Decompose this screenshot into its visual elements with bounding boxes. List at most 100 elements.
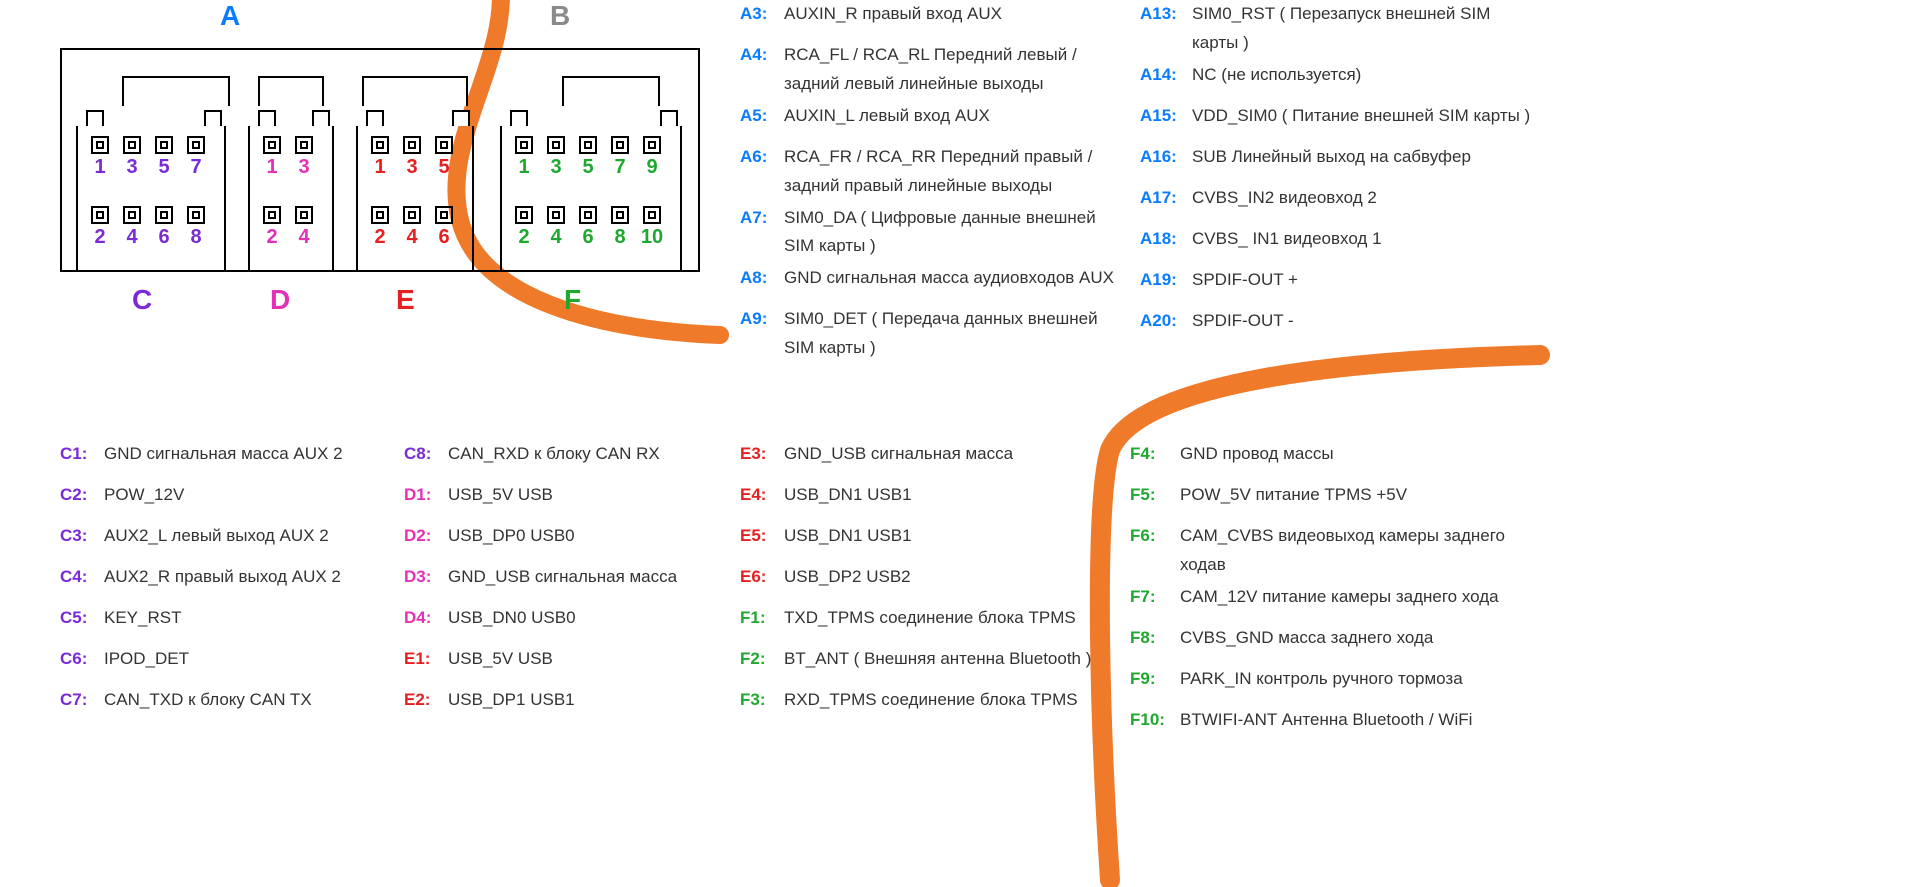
pin-entry: C7:CAN_TXD к блоку CAN TX xyxy=(60,686,390,724)
pin-c2: 2 xyxy=(88,206,112,250)
pinout-diagram: AB 13572468132413524613579246810 CDEF A3… xyxy=(0,0,1920,887)
pin-f10: 10 xyxy=(640,206,664,250)
pin-key: E5: xyxy=(740,522,784,551)
pin-c7: 7 xyxy=(184,136,208,180)
pin-f3: 3 xyxy=(544,136,568,180)
connector-group-e: 135246 xyxy=(356,126,474,272)
pin-entry: A7:SIM0_DA ( Цифровые данные внешней SIM… xyxy=(740,204,1120,262)
pin-list-f2: F4:GND провод массыF5:POW_5V питание TPM… xyxy=(1130,440,1540,747)
pin-c8: 8 xyxy=(184,206,208,250)
pin-entry: F6:CAM_CVBS видеовыход камеры заднего хо… xyxy=(1130,522,1540,580)
bottom-labels: CDEF xyxy=(60,284,700,324)
pin-entry: F10:BTWIFI-ANT Антенна Bluetooth / WiFi xyxy=(1130,706,1540,744)
pin-desc: GND провод массы xyxy=(1180,440,1334,469)
pin-desc: TXD_TPMS соединение блока TPMS xyxy=(784,604,1076,633)
pin-e6: 6 xyxy=(432,206,456,250)
pin-list-ef: E3:GND_USB сигнальная массаE4:USB_DN1 US… xyxy=(740,440,1100,727)
pin-desc: USB_DP1 USB1 xyxy=(448,686,575,715)
pin-desc: AUXIN_L левый вход AUX xyxy=(784,102,990,131)
pin-entry: A13:SIM0_RST ( Перезапуск внешней SIM ка… xyxy=(1140,0,1540,58)
pin-key: F1: xyxy=(740,604,784,633)
pin-entry: A15:VDD_SIM0 ( Питание внешней SIM карты… xyxy=(1140,102,1540,140)
pin-entry: A16:SUB Линейный выход на сабвуфер xyxy=(1140,143,1540,181)
pin-key: A20: xyxy=(1140,307,1192,336)
pin-key: A6: xyxy=(740,143,784,172)
pin-desc: SIM0_DA ( Цифровые данные внешней SIM ка… xyxy=(784,204,1120,262)
pin-f8: 8 xyxy=(608,206,632,250)
pin-key: E3: xyxy=(740,440,784,469)
pin-desc: POW_5V питание TPMS +5V xyxy=(1180,481,1407,510)
pin-desc: AUX2_R правый выход AUX 2 xyxy=(104,563,341,592)
pin-key: F6: xyxy=(1130,522,1180,551)
pin-key: E1: xyxy=(404,645,448,674)
pin-e2: 2 xyxy=(368,206,392,250)
pin-desc: GND сигнальная масса аудиовходов AUX xyxy=(784,264,1114,293)
pin-desc: PARK_IN контроль ручного тормоза xyxy=(1180,665,1463,694)
group-label-d: D xyxy=(270,284,290,316)
pin-key: A18: xyxy=(1140,225,1192,254)
connector-tab-f xyxy=(562,76,660,106)
pin-desc: RCA_FR / RCA_RR Передний правый / задний… xyxy=(784,143,1120,201)
pin-desc: USB_DN0 USB0 xyxy=(448,604,576,633)
pin-desc: CVBS_GND масса заднего хода xyxy=(1180,624,1433,653)
pin-key: C5: xyxy=(60,604,104,633)
pin-desc: CAN_RXD к блоку CAN RX xyxy=(448,440,660,469)
pin-key: F7: xyxy=(1130,583,1180,612)
pin-desc: CAN_TXD к блоку CAN TX xyxy=(104,686,312,715)
pin-entry: D3:GND_USB сигнальная масса xyxy=(404,563,704,601)
pin-entry: D1:USB_5V USB xyxy=(404,481,704,519)
connector-frame: 13572468132413524613579246810 xyxy=(60,48,700,272)
pin-entry: A14:NC (не используется) xyxy=(1140,61,1540,99)
pin-desc: GND_USB сигнальная масса xyxy=(448,563,677,592)
pin-desc: KEY_RST xyxy=(104,604,181,633)
pin-d2: 2 xyxy=(260,206,284,250)
pin-key: F10: xyxy=(1130,706,1180,735)
pin-key: C1: xyxy=(60,440,104,469)
pin-key: F9: xyxy=(1130,665,1180,694)
pin-e4: 4 xyxy=(400,206,424,250)
pin-entry: A9:SIM0_DET ( Передача данных внешней SI… xyxy=(740,305,1120,363)
connector-group-c: 13572468 xyxy=(76,126,226,272)
pin-f9: 9 xyxy=(640,136,664,180)
pin-entry: A8:GND сигнальная масса аудиовходов AUX xyxy=(740,264,1120,302)
pin-desc: CVBS_ IN1 видеовход 1 xyxy=(1192,225,1382,254)
pin-key: C8: xyxy=(404,440,448,469)
pin-c4: 4 xyxy=(120,206,144,250)
pin-entry: C6:IPOD_DET xyxy=(60,645,390,683)
pin-desc: GND сигнальная масса AUX 2 xyxy=(104,440,343,469)
pin-entry: A3:AUXIN_R правый вход AUX xyxy=(740,0,1120,38)
pin-desc: CAM_12V питание камеры заднего хода xyxy=(1180,583,1499,612)
connector-group-f: 13579246810 xyxy=(500,126,682,272)
pin-key: A7: xyxy=(740,204,784,233)
pin-d3: 3 xyxy=(292,136,316,180)
pin-list-a_col2: A13:SIM0_RST ( Перезапуск внешней SIM ка… xyxy=(1140,0,1540,348)
pin-entry: C2:POW_12V xyxy=(60,481,390,519)
pin-key: A9: xyxy=(740,305,784,334)
pin-desc: BTWIFI-ANT Антенна Bluetooth / WiFi xyxy=(1180,706,1472,735)
pin-desc: USB_5V USB xyxy=(448,481,553,510)
pin-d4: 4 xyxy=(292,206,316,250)
pin-key: A13: xyxy=(1140,0,1192,29)
pin-key: A19: xyxy=(1140,266,1192,295)
pin-key: D2: xyxy=(404,522,448,551)
pin-key: A3: xyxy=(740,0,784,29)
pin-desc: RCA_FL / RCA_RL Передний левый / задний … xyxy=(784,41,1120,99)
pin-desc: SIM0_DET ( Передача данных внешней SIM к… xyxy=(784,305,1120,363)
group-label-c: C xyxy=(132,284,152,316)
pin-f1: 1 xyxy=(512,136,536,180)
pin-desc: SPDIF-OUT - xyxy=(1192,307,1294,336)
pin-entry: E2:USB_DP1 USB1 xyxy=(404,686,704,724)
pin-entry: A20:SPDIF-OUT - xyxy=(1140,307,1540,345)
pin-desc: SUB Линейный выход на сабвуфер xyxy=(1192,143,1471,172)
pin-desc: BT_ANT ( Внешняя антенна Bluetooth ) xyxy=(784,645,1091,674)
pin-key: F5: xyxy=(1130,481,1180,510)
pin-entry: C4:AUX2_R правый выход AUX 2 xyxy=(60,563,390,601)
pin-desc: USB_DN1 USB1 xyxy=(784,522,912,551)
pin-e1: 1 xyxy=(368,136,392,180)
pin-desc: AUX2_L левый выход AUX 2 xyxy=(104,522,329,551)
pin-f2: 2 xyxy=(512,206,536,250)
pin-key: C4: xyxy=(60,563,104,592)
pin-key: C7: xyxy=(60,686,104,715)
connector-group-d: 1324 xyxy=(248,126,334,272)
pin-key: D4: xyxy=(404,604,448,633)
